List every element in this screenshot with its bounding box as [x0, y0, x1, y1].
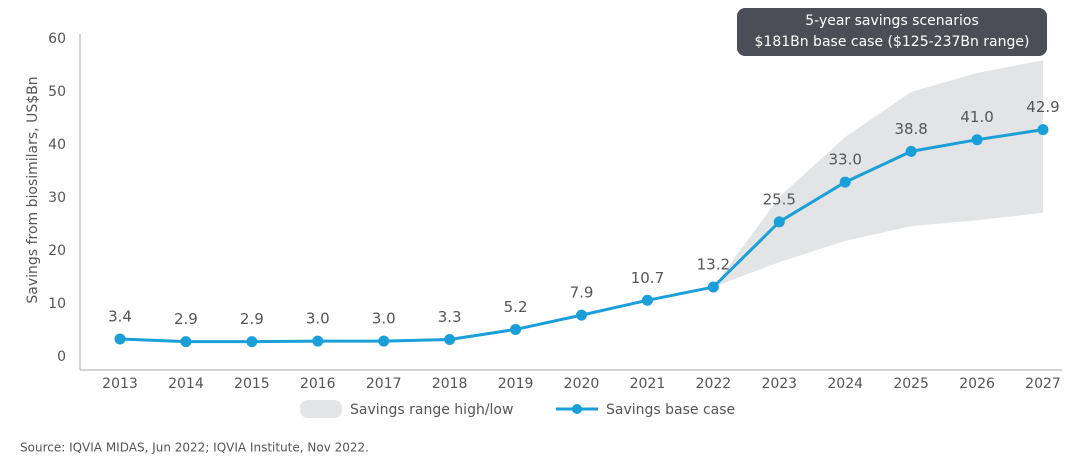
point — [839, 176, 851, 188]
x-tick-label: 2013 — [102, 376, 138, 392]
point — [444, 334, 456, 346]
x-tick-label: 2020 — [564, 376, 600, 392]
x-tick-label: 2018 — [432, 376, 468, 392]
point — [1037, 124, 1049, 136]
annotation: $181Bn base case ($125-237Bn range) — [755, 34, 1030, 50]
x-tick-label: 2024 — [827, 376, 863, 392]
x-tick-label: 2027 — [1025, 376, 1061, 392]
legend-swatch — [572, 404, 582, 414]
legend-label: Savings base case — [606, 402, 735, 418]
value-label: 33.0 — [829, 151, 862, 169]
legend-swatch — [300, 400, 342, 418]
y-tick-label: 0 — [57, 349, 66, 365]
x-tick-label: 2015 — [234, 376, 270, 392]
point — [641, 294, 653, 306]
y-tick-label: 10 — [48, 296, 66, 312]
y-axis-label: Savings from biosimilars, US$Bn — [25, 76, 41, 303]
legend-label: Savings range high/low — [350, 402, 513, 418]
point — [773, 216, 785, 228]
value-label: 25.5 — [763, 190, 796, 208]
value-label: 5.2 — [504, 298, 528, 316]
point — [576, 309, 587, 321]
point — [905, 145, 917, 157]
y-tick-label: 50 — [48, 84, 66, 100]
x-tick-label: 2017 — [366, 376, 402, 392]
y-tick-label: 20 — [48, 243, 66, 259]
value-label: 3.3 — [438, 308, 462, 326]
x-tick-label: 2014 — [168, 376, 204, 392]
value-label: 41.0 — [960, 108, 993, 126]
y-tick-label: 40 — [48, 137, 66, 153]
point — [510, 323, 522, 335]
x-tick-label: 2022 — [696, 376, 732, 392]
point — [378, 335, 390, 347]
point — [246, 336, 258, 348]
value-label: 10.7 — [631, 269, 664, 287]
value-label: 3.0 — [306, 310, 330, 328]
source: Source: IQVIA MIDAS, Jun 2022; IQVIA Ins… — [20, 441, 369, 455]
point — [180, 336, 192, 348]
value-label: 3.0 — [372, 310, 396, 328]
x-tick-label: 2025 — [893, 376, 929, 392]
point — [971, 134, 983, 146]
value-label: 7.9 — [570, 284, 594, 302]
y-tick-label: 60 — [48, 31, 66, 47]
value-label: 42.9 — [1026, 98, 1059, 116]
x-tick-label: 2019 — [498, 376, 534, 392]
x-tick-label: 2021 — [630, 376, 666, 392]
x-tick-label: 2023 — [761, 376, 797, 392]
range-area — [713, 60, 1043, 288]
x-tick-label: 2026 — [959, 376, 995, 392]
y-tick-label: 30 — [48, 190, 66, 206]
annotation-box — [737, 8, 1047, 56]
point — [707, 281, 719, 293]
point — [114, 333, 126, 345]
value-label: 38.8 — [894, 120, 927, 138]
x-tick-label: 2016 — [300, 376, 336, 392]
annotation: 5-year savings scenarios — [805, 13, 979, 29]
value-label: 2.9 — [174, 310, 198, 328]
value-label: 2.9 — [240, 310, 264, 328]
point — [312, 335, 324, 347]
value-label: 13.2 — [697, 256, 730, 274]
value-label: 3.4 — [108, 307, 132, 325]
